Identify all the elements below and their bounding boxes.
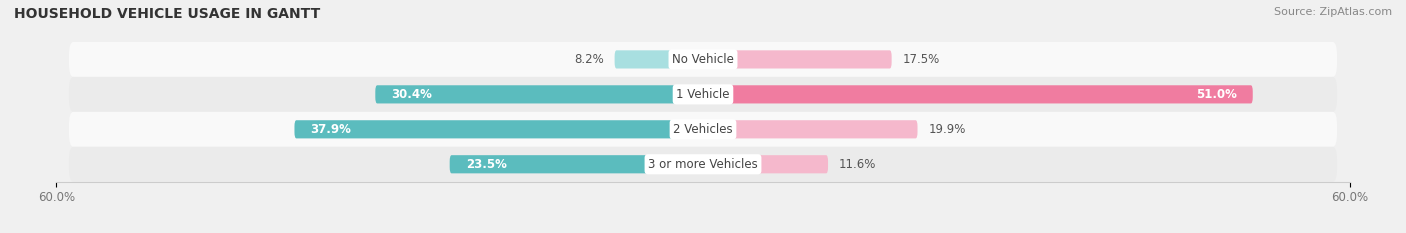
Legend: Owner-occupied, Renter-occupied: Owner-occupied, Renter-occupied [572, 230, 834, 233]
Text: 51.0%: 51.0% [1195, 88, 1237, 101]
FancyBboxPatch shape [69, 42, 1337, 77]
Text: 2 Vehicles: 2 Vehicles [673, 123, 733, 136]
FancyBboxPatch shape [703, 155, 828, 173]
FancyBboxPatch shape [69, 112, 1337, 147]
FancyBboxPatch shape [375, 85, 703, 103]
FancyBboxPatch shape [703, 85, 1253, 103]
Text: 19.9%: 19.9% [928, 123, 966, 136]
Text: 3 or more Vehicles: 3 or more Vehicles [648, 158, 758, 171]
Text: 8.2%: 8.2% [574, 53, 603, 66]
Text: Source: ZipAtlas.com: Source: ZipAtlas.com [1274, 7, 1392, 17]
Text: HOUSEHOLD VEHICLE USAGE IN GANTT: HOUSEHOLD VEHICLE USAGE IN GANTT [14, 7, 321, 21]
Text: 17.5%: 17.5% [903, 53, 939, 66]
Text: 37.9%: 37.9% [311, 123, 352, 136]
FancyBboxPatch shape [69, 147, 1337, 182]
Text: No Vehicle: No Vehicle [672, 53, 734, 66]
FancyBboxPatch shape [703, 50, 891, 69]
FancyBboxPatch shape [294, 120, 703, 138]
Text: 11.6%: 11.6% [839, 158, 876, 171]
FancyBboxPatch shape [703, 120, 918, 138]
FancyBboxPatch shape [450, 155, 703, 173]
Text: 1 Vehicle: 1 Vehicle [676, 88, 730, 101]
FancyBboxPatch shape [614, 50, 703, 69]
Text: 23.5%: 23.5% [465, 158, 506, 171]
FancyBboxPatch shape [69, 77, 1337, 112]
Text: 30.4%: 30.4% [391, 88, 433, 101]
